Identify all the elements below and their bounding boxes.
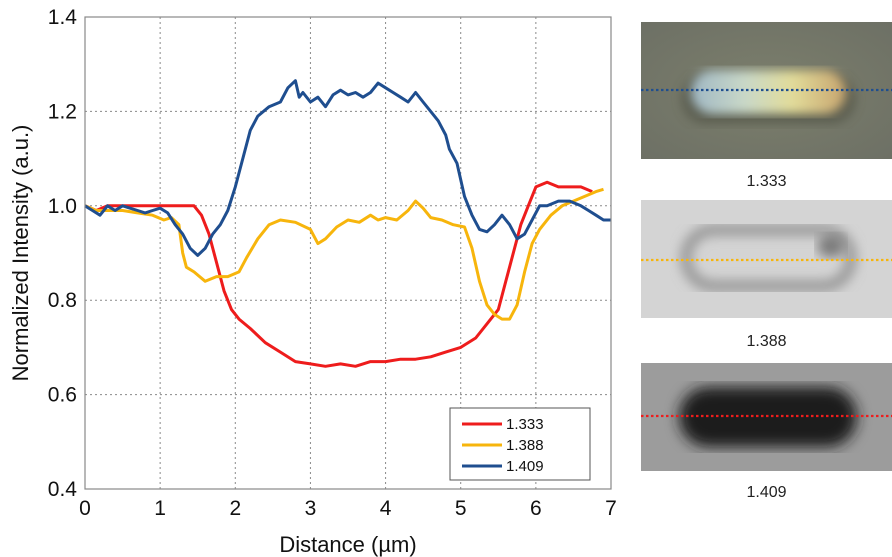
y-tick-label: 0.4 [48,478,78,501]
y-tick-label: 0.6 [48,384,77,407]
y-tick-label: 1.2 [48,100,77,123]
panel-caption-1333: 1.333 [746,173,787,190]
legend-label: 1.333 [506,416,544,433]
y-tick-label: 1.0 [48,195,77,218]
x-tick-label: 3 [305,497,317,520]
legend-label: 1.409 [506,458,544,475]
series-line-1-409 [84,79,611,257]
x-tick-label: 2 [229,497,241,520]
x-tick-label: 5 [455,497,467,520]
x-tick-label: 4 [380,497,392,520]
x-tick-label: 1 [154,497,166,520]
panel-1409 [641,363,892,471]
y-axis-label: Normalized Intensity (a.u.) [8,125,33,382]
y-tick-label: 0.8 [48,289,77,312]
legend: 1.333 1.388 1.409 [449,407,591,481]
plot-frame [84,16,612,490]
panel-caption-1388: 1.388 [746,333,787,350]
x-axis-label: Distance (µm) [279,532,416,557]
series-line-1-333 [84,180,593,368]
tick-labels: 0 1 2 3 4 5 6 7 0.4 0.6 0.8 1.0 1.2 1.4 [48,6,617,520]
panel-caption-1409: 1.409 [746,484,787,501]
x-tick-label: 7 [605,497,617,520]
panel-image-1333 [641,22,892,159]
series-line-1-388 [84,187,604,321]
legend-label: 1.388 [506,437,544,454]
x-tick-label: 6 [530,497,542,520]
panel-1333 [641,22,892,159]
panel-1388 [641,200,892,318]
intensity-chart: 0 1 2 3 4 5 6 7 0.4 0.6 0.8 1.0 1.2 1.4 Distance (µm)… [8,6,617,557]
y-tick-label: 1.4 [48,6,78,29]
panel-image-1388 [641,200,892,318]
panel-image-1409 [641,363,892,471]
grid-lines [85,17,611,489]
series-lines [84,79,611,368]
x-tick-label: 0 [79,497,91,520]
